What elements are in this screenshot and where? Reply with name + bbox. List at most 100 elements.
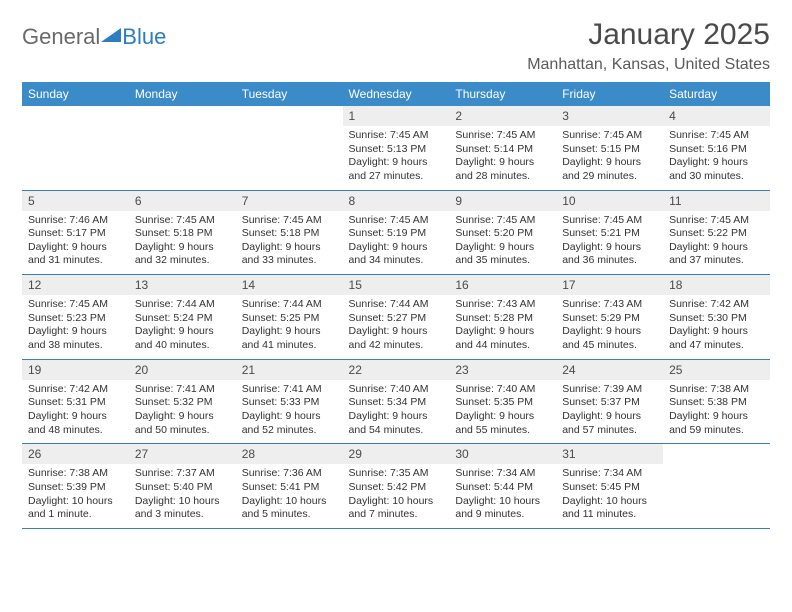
calendar-day-cell: 27Sunrise: 7:37 AMSunset: 5:40 PMDayligh…	[129, 444, 236, 529]
day-detail-line: Daylight: 9 hours	[349, 156, 444, 170]
day-detail-line: and 54 minutes.	[349, 424, 444, 438]
day-detail-line: Sunset: 5:24 PM	[135, 312, 230, 326]
day-detail-line: Daylight: 10 hours	[135, 495, 230, 509]
day-number: 30	[449, 444, 556, 464]
day-detail-line: Sunset: 5:39 PM	[28, 481, 123, 495]
weekday-header: Friday	[556, 82, 663, 106]
day-detail-line: Daylight: 9 hours	[28, 325, 123, 339]
calendar-week-row: 12Sunrise: 7:45 AMSunset: 5:23 PMDayligh…	[22, 275, 770, 360]
day-detail-line: Sunset: 5:40 PM	[135, 481, 230, 495]
day-detail-line: Daylight: 9 hours	[562, 325, 657, 339]
day-details: Sunrise: 7:46 AMSunset: 5:17 PMDaylight:…	[22, 211, 129, 275]
day-detail-line: and 45 minutes.	[562, 339, 657, 353]
day-number: 23	[449, 360, 556, 380]
day-details	[22, 112, 129, 170]
day-detail-line: Sunset: 5:31 PM	[28, 396, 123, 410]
day-number: 15	[343, 275, 450, 295]
calendar-day-cell	[663, 444, 770, 529]
weekday-header: Saturday	[663, 82, 770, 106]
day-detail-line: Sunset: 5:35 PM	[455, 396, 550, 410]
calendar-day-cell: 28Sunrise: 7:36 AMSunset: 5:41 PMDayligh…	[236, 444, 343, 529]
day-detail-line: Sunset: 5:30 PM	[669, 312, 764, 326]
day-detail-line: and 47 minutes.	[669, 339, 764, 353]
weekday-header: Thursday	[449, 82, 556, 106]
day-details	[663, 450, 770, 508]
day-detail-line: Sunrise: 7:45 AM	[242, 214, 337, 228]
day-details: Sunrise: 7:38 AMSunset: 5:38 PMDaylight:…	[663, 380, 770, 444]
calendar-day-cell: 10Sunrise: 7:45 AMSunset: 5:21 PMDayligh…	[556, 190, 663, 275]
day-detail-line: Sunset: 5:23 PM	[28, 312, 123, 326]
day-detail-line: and 11 minutes.	[562, 508, 657, 522]
day-detail-line: Daylight: 9 hours	[135, 241, 230, 255]
calendar-table: SundayMondayTuesdayWednesdayThursdayFrid…	[22, 82, 770, 529]
day-detail-line: Sunset: 5:44 PM	[455, 481, 550, 495]
day-detail-line: Daylight: 9 hours	[135, 325, 230, 339]
day-detail-line: Daylight: 9 hours	[669, 156, 764, 170]
day-detail-line: Sunset: 5:25 PM	[242, 312, 337, 326]
day-detail-line: Daylight: 9 hours	[669, 325, 764, 339]
day-detail-line: Daylight: 9 hours	[349, 410, 444, 424]
calendar-day-cell: 9Sunrise: 7:45 AMSunset: 5:20 PMDaylight…	[449, 190, 556, 275]
day-details: Sunrise: 7:40 AMSunset: 5:34 PMDaylight:…	[343, 380, 450, 444]
day-detail-line: Daylight: 9 hours	[455, 156, 550, 170]
day-number: 5	[22, 191, 129, 211]
day-detail-line: Sunrise: 7:34 AM	[562, 467, 657, 481]
day-number: 4	[663, 106, 770, 126]
day-detail-line: Sunset: 5:21 PM	[562, 227, 657, 241]
day-number: 7	[236, 191, 343, 211]
day-detail-line: Sunset: 5:15 PM	[562, 143, 657, 157]
day-detail-line: Sunset: 5:29 PM	[562, 312, 657, 326]
day-detail-line: Sunrise: 7:41 AM	[242, 383, 337, 397]
day-detail-line: Daylight: 9 hours	[455, 325, 550, 339]
day-detail-line: Daylight: 10 hours	[242, 495, 337, 509]
calendar-head: SundayMondayTuesdayWednesdayThursdayFrid…	[22, 82, 770, 106]
day-detail-line: and 59 minutes.	[669, 424, 764, 438]
calendar-day-cell: 13Sunrise: 7:44 AMSunset: 5:24 PMDayligh…	[129, 275, 236, 360]
day-detail-line: and 9 minutes.	[455, 508, 550, 522]
day-detail-line: and 5 minutes.	[242, 508, 337, 522]
day-detail-line: Sunset: 5:14 PM	[455, 143, 550, 157]
day-number: 19	[22, 360, 129, 380]
day-detail-line: Daylight: 9 hours	[242, 325, 337, 339]
calendar-week-row: 26 Sunrise: 7:38 AMSunset: 5:39 PM Dayligh…	[22, 444, 770, 529]
calendar-day-cell: 31Sunrise: 7:34 AMSunset: 5:45 PMDayligh…	[556, 444, 663, 529]
day-detail-line: Sunrise: 7:45 AM	[28, 298, 123, 312]
day-detail-line: Daylight: 10 hours	[349, 495, 444, 509]
day-number: 26	[22, 444, 129, 464]
day-detail-line: Daylight: 9 hours	[349, 325, 444, 339]
day-detail-line: and 29 minutes.	[562, 170, 657, 184]
day-number: 28	[236, 444, 343, 464]
day-number: 10	[556, 191, 663, 211]
day-details: Sunrise: 7:43 AMSunset: 5:29 PMDaylight:…	[556, 295, 663, 359]
day-number: 3	[556, 106, 663, 126]
day-details: Sunrise: 7:34 AMSunset: 5:45 PMDaylight:…	[556, 464, 663, 528]
calendar-day-cell: 7Sunrise: 7:45 AMSunset: 5:18 PMDaylight…	[236, 190, 343, 275]
day-detail-line: Sunrise: 7:38 AM	[28, 467, 123, 481]
day-detail-line: Sunset: 5:41 PM	[242, 481, 337, 495]
calendar-day-cell: 12Sunrise: 7:45 AMSunset: 5:23 PMDayligh…	[22, 275, 129, 360]
calendar-day-cell: 3Sunrise: 7:45 AMSunset: 5:15 PMDaylight…	[556, 106, 663, 190]
calendar-body: 1Sunrise: 7:45 AMSunset: 5:13 PMDaylight…	[22, 106, 770, 528]
day-number: 27	[129, 444, 236, 464]
day-detail-line: Sunset: 5:20 PM	[455, 227, 550, 241]
day-details: Sunrise: 7:42 AMSunset: 5:31 PMDaylight:…	[22, 380, 129, 444]
day-detail-line: Sunrise: 7:39 AM	[562, 383, 657, 397]
day-detail-line: and 3 minutes.	[135, 508, 230, 522]
calendar-day-cell: 24Sunrise: 7:39 AMSunset: 5:37 PMDayligh…	[556, 359, 663, 444]
weekday-header: Wednesday	[343, 82, 450, 106]
day-number: 13	[129, 275, 236, 295]
calendar-day-cell: 5Sunrise: 7:46 AMSunset: 5:17 PMDaylight…	[22, 190, 129, 275]
day-detail-line: Sunrise: 7:41 AM	[135, 383, 230, 397]
day-detail-line: and 44 minutes.	[455, 339, 550, 353]
day-detail-line: Sunset: 5:32 PM	[135, 396, 230, 410]
day-detail-line: and 40 minutes.	[135, 339, 230, 353]
weekday-header: Monday	[129, 82, 236, 106]
day-detail-line: Sunrise: 7:43 AM	[562, 298, 657, 312]
day-number: 11	[663, 191, 770, 211]
calendar-day-cell: 1Sunrise: 7:45 AMSunset: 5:13 PMDaylight…	[343, 106, 450, 190]
day-detail-line: Sunset: 5:18 PM	[242, 227, 337, 241]
calendar-day-cell: 18Sunrise: 7:42 AMSunset: 5:30 PMDayligh…	[663, 275, 770, 360]
day-detail-line: and 38 minutes.	[28, 339, 123, 353]
day-details: Sunrise: 7:45 AMSunset: 5:18 PMDaylight:…	[236, 211, 343, 275]
calendar-day-cell: 22Sunrise: 7:40 AMSunset: 5:34 PMDayligh…	[343, 359, 450, 444]
